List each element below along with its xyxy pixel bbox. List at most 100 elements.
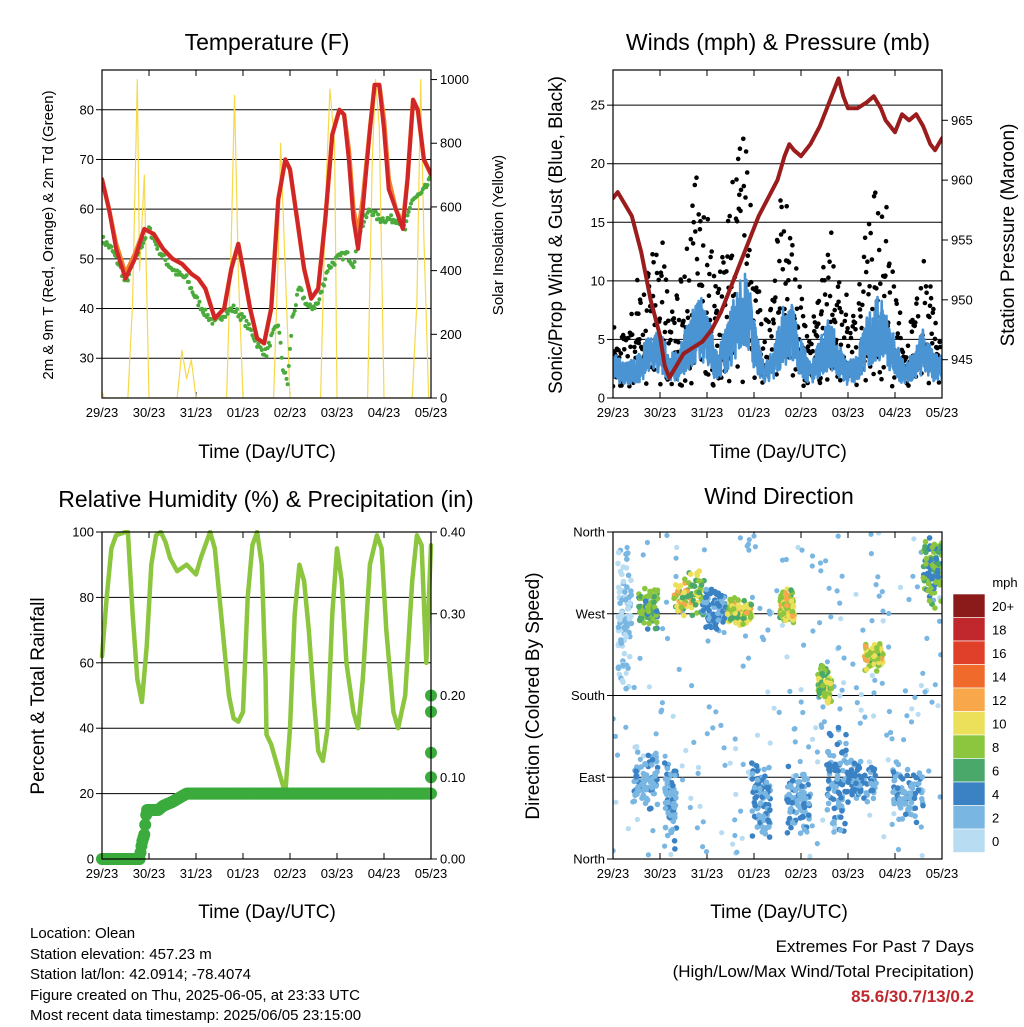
direction-point [801,642,807,648]
precipitation-point [139,818,152,831]
direction-cluster-point [646,620,652,627]
dewpoint-point [225,311,230,316]
station-info: Location: Olean Station elevation: 457.2… [30,924,361,1027]
plot-frame [612,531,943,860]
gust-point [895,331,901,336]
gust-point [792,277,798,282]
dewpoint-point [231,303,236,308]
gust-point [887,261,892,267]
direction-point [936,618,942,624]
direction-cluster-point [910,772,917,778]
gust-point [871,194,877,199]
gust-point [827,259,832,265]
gust-point [682,378,688,383]
direction-cluster-point [627,612,633,619]
direction-cluster-point [621,624,627,631]
gust-point [716,286,722,292]
direction-cluster-point [679,594,686,601]
direction-cluster-point [687,571,694,577]
direction-point [869,672,876,679]
dewpoint-point [389,213,394,218]
direction-cluster-point [820,663,826,670]
direction-cluster-point [663,791,670,798]
direction-cluster-point [711,604,717,611]
direction-cluster-point [789,609,796,615]
direction-point [771,705,777,711]
gust-point [863,269,869,275]
direction-point [834,588,840,594]
direction-point [884,732,890,738]
x-tick-label-0: 29/23 [597,866,630,881]
gust-point [668,337,673,343]
y-tick-label-2: South [571,688,605,703]
direction-point [733,791,739,798]
y2-tick-label-3: 600 [440,199,462,214]
direction-cluster-point [922,538,929,545]
gust-point [719,294,725,299]
direction-cluster-point [711,589,717,595]
gust-point [927,303,933,309]
gust-point [890,269,895,275]
x-tick-label-5: 03/23 [321,405,354,420]
direction-cluster-point [935,549,942,555]
extremes-box: Extremes For Past 7 Days (High/Low/Max W… [673,934,974,1009]
gust-point [803,323,808,329]
gust-point [711,273,717,279]
direction-point [813,725,819,731]
direction-point [860,627,866,633]
direction-point [614,752,621,758]
gust-point [737,192,742,198]
gust-point [660,240,665,245]
direction-cluster-point [835,801,842,807]
dewpoint-point [345,250,350,255]
dewpoint-point [143,236,148,241]
y-tick-label-1: 5 [598,332,605,347]
y2-tick-label-2: 400 [440,263,462,278]
gust-point [657,316,663,322]
direction-cluster-point [632,791,639,797]
direction-cluster-point [653,758,660,765]
direction-cluster-point [720,619,726,625]
direction-cluster-point [617,600,623,606]
direction-point [660,626,666,632]
direction-point [719,830,725,836]
direction-point [915,711,921,717]
gust-point [915,314,921,319]
direction-cluster-point [654,619,660,626]
gust-point [641,292,647,298]
direction-cluster-point [799,813,806,820]
direction-cluster-point [762,790,768,797]
gust-point [656,277,661,283]
dewpoint-point [264,354,269,359]
direction-point [774,588,780,594]
direction-point [784,654,790,660]
direction-cluster-point [904,772,910,779]
direction-point [889,821,895,828]
direction-cluster-point [715,610,721,617]
gust-point [636,311,641,317]
speed-colorbar: mph 20+ 18 16 14 12 10 8 6 4 2 0 [952,575,1018,853]
gust-point [870,306,875,312]
direction-point [868,551,875,557]
direction-point [853,591,859,597]
direction-cluster-point [640,770,647,777]
direction-cluster-point [893,759,900,765]
dewpoint-point [425,183,430,187]
direction-point [659,700,666,706]
gust-point [878,281,883,287]
direction-cluster-point [846,770,853,777]
direction-cluster-point [834,772,841,779]
direction-point [745,769,752,775]
direction-point [746,547,752,553]
direction-point [739,835,745,841]
gust-point [693,229,698,234]
gust-point [637,337,642,342]
direction-cluster-point [759,824,766,830]
gust-point [628,344,633,350]
direction-cluster-point [806,812,812,818]
gust-point [783,281,788,286]
gust-point [866,292,871,297]
dewpoint-point [235,307,240,312]
direction-cluster-point [643,761,649,768]
direction-point [809,823,815,829]
